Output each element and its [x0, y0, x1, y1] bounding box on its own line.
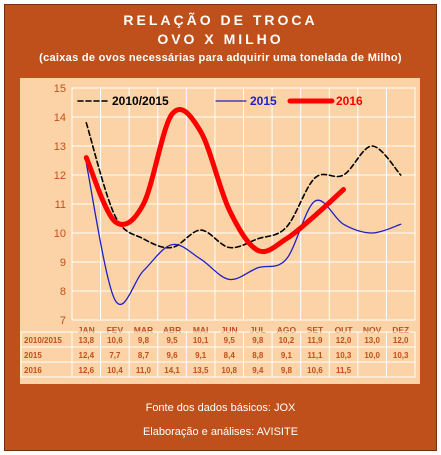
source-note: Fonte dos dados básicos: JOX	[145, 402, 296, 414]
table-cell: 11,9	[307, 336, 323, 345]
x-tick-label: MAR	[134, 325, 153, 335]
table-cell: 10,8	[221, 366, 237, 375]
x-tick-label: DEZ	[392, 325, 409, 335]
x-tick-label: OUT	[335, 325, 354, 335]
table-cell: 8,7	[138, 351, 150, 360]
series-2016-line	[83, 107, 347, 255]
y-tick-label: 11	[55, 199, 66, 211]
table-cell: 9,8	[138, 336, 150, 345]
table-cell: 9,5	[224, 336, 236, 345]
legend-2016-label: 2016	[336, 94, 363, 108]
y-tick-label: 12	[54, 170, 66, 182]
x-tick-label: SET	[307, 325, 324, 335]
y-tick-label: 8	[60, 286, 66, 298]
table-cell: 11,1	[307, 351, 323, 360]
chart-description: (caixas de ovos necessárias para adquiri…	[39, 52, 402, 64]
x-tick-label: AGO	[277, 325, 297, 335]
table-cell: 12,6	[79, 366, 95, 375]
table-row-label: 2016	[24, 366, 42, 375]
table-cell: 9,4	[252, 366, 264, 375]
chart-subtitle: OVO X MILHO	[157, 31, 284, 47]
table-row	[20, 361, 416, 378]
table-cell: 9,1	[195, 351, 207, 360]
series-2015-line	[85, 162, 402, 305]
table-cell: 14,1	[164, 366, 180, 375]
y-tick-label: 13	[54, 141, 66, 153]
table-cell: 9,8	[281, 366, 293, 375]
x-tick-label: JUL	[250, 325, 266, 335]
x-tick-label: ABR	[163, 325, 181, 335]
table-cell: 13,5	[193, 366, 209, 375]
x-tick-label: NOV	[363, 325, 382, 335]
table-cell: 10,3	[393, 351, 409, 360]
table-cell: 13,8	[79, 336, 95, 345]
table-cell: 9,1	[281, 351, 293, 360]
table-cell: 11,0	[136, 366, 152, 375]
x-tick-label: JUN	[221, 325, 238, 335]
table-cell: 10,2	[279, 336, 295, 345]
table-cell: 10,6	[307, 366, 323, 375]
x-tick-label: MAI	[193, 325, 209, 335]
y-tick-label: 10	[54, 228, 66, 240]
series-2010-2015-line	[85, 122, 402, 249]
table-cell: 12,0	[393, 336, 409, 345]
table-cell: 9,6	[166, 351, 178, 360]
table-cell: 10,0	[364, 351, 380, 360]
table-cell: 12,4	[79, 351, 95, 360]
legend-2010-2015-label: 2010/2015	[112, 94, 169, 108]
table-cell: 12,0	[336, 336, 352, 345]
y-tick-label: 15	[54, 83, 66, 95]
credit-note: Elaboração e análises: AVISITE	[142, 426, 299, 438]
table-cell: 10,3	[336, 351, 352, 360]
table-cell: 10,6	[107, 336, 123, 345]
table-cell: 10,4	[107, 366, 123, 375]
line-chart: 7 8 9 10 11 12 13 14 15 2010/2015 2015 2016 JAN FEV MA…	[20, 83, 416, 378]
table-cell: 8,4	[224, 351, 236, 360]
legend-2015-label: 2015	[250, 94, 277, 108]
y-tick-label: 7	[60, 315, 66, 327]
y-tick-label: 9	[60, 257, 66, 269]
y-tick-label: 14	[54, 112, 66, 124]
table-cell: 13,0	[364, 336, 380, 345]
table-cell: 9,5	[166, 336, 178, 345]
table-cell: 7,7	[109, 351, 121, 360]
x-tick-label: FEV	[107, 325, 124, 335]
table-row-label: 2010/2015	[24, 336, 62, 345]
x-tick-label: JAN	[78, 325, 95, 335]
table-cell: 10,1	[193, 336, 209, 345]
table-row-label: 2015	[24, 351, 42, 360]
table-cell: 8,8	[252, 351, 264, 360]
chart-panel: 7 8 9 10 11 12 13 14 15 2010/2015 2015 2016 JAN FEV MA…	[20, 78, 420, 384]
table-cell: 11,5	[336, 366, 352, 375]
table-cell: 9,8	[252, 336, 264, 345]
chart-title: RELAÇÃO DE TROCA	[123, 12, 318, 28]
